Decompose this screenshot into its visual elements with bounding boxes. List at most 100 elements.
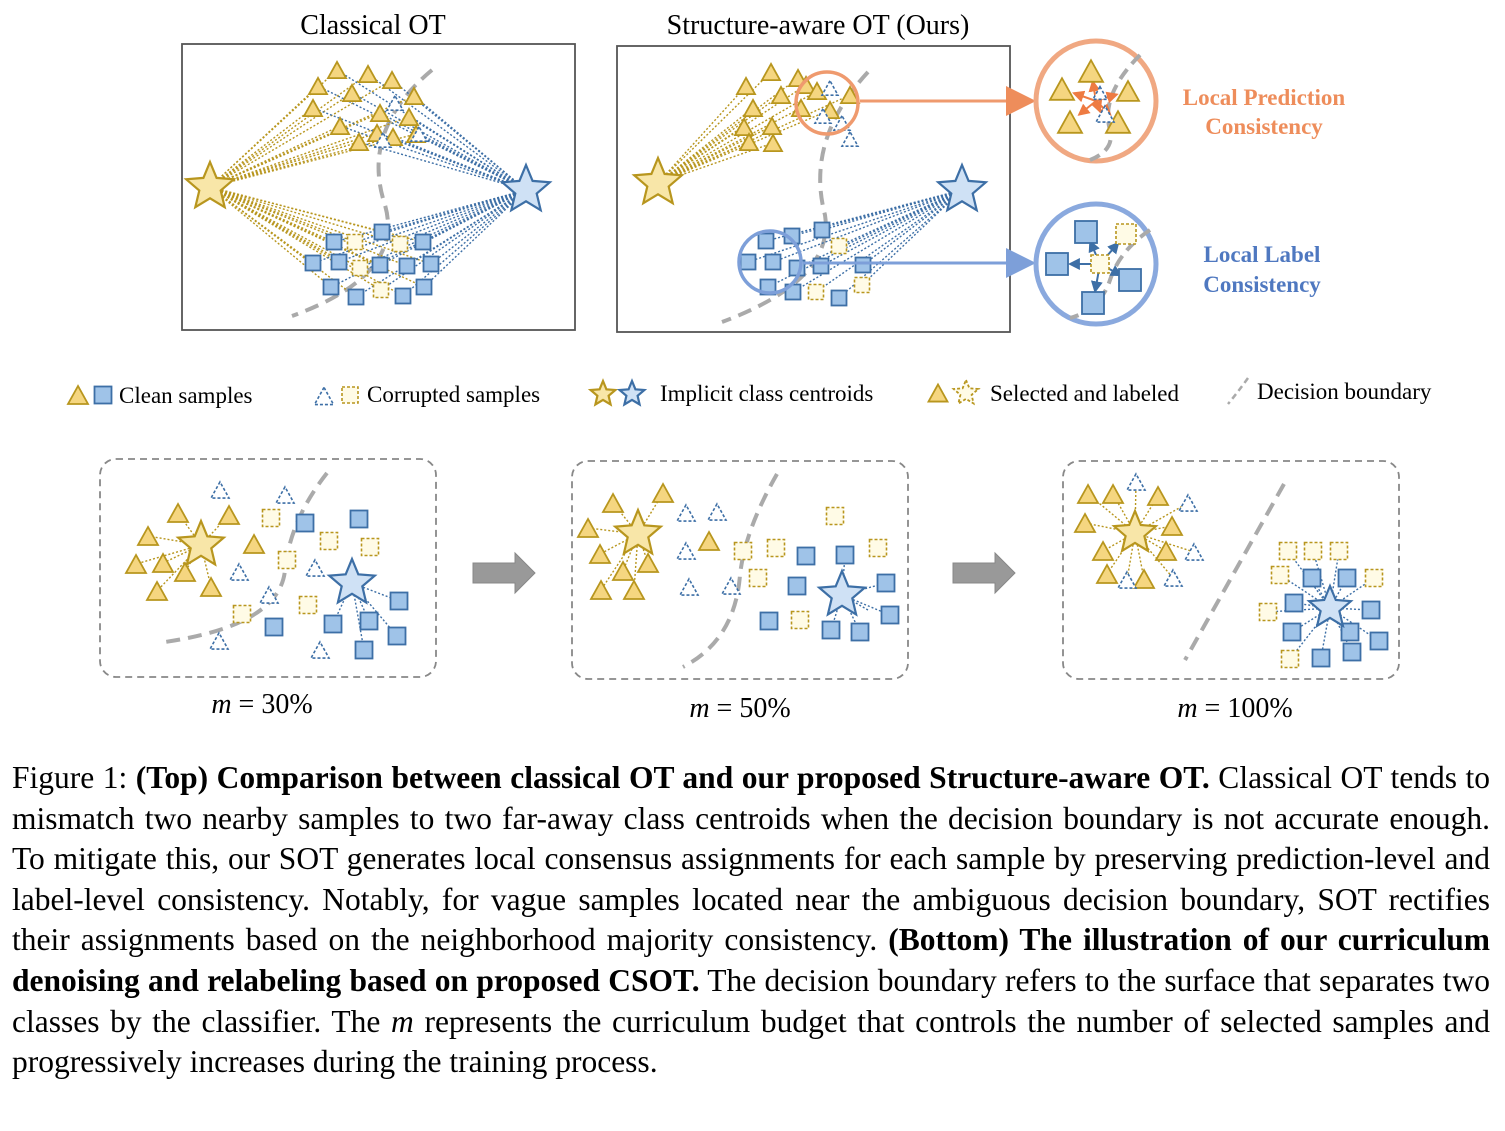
clean-square: [813, 221, 831, 239]
clean-square: [264, 617, 284, 637]
clean-triangle: [588, 543, 612, 564]
clean-square: [787, 576, 807, 596]
caption-prefix: Figure 1:: [12, 760, 136, 795]
figure-diagram: Classical OT Structure-aware OT (Ours) L…: [66, 10, 1432, 724]
consistency-arrow: [1090, 99, 1103, 114]
clean-triangle: [341, 83, 363, 102]
local-prediction-highlight-circle: [794, 70, 860, 136]
assignment-line-blue: [367, 73, 527, 191]
assignment-line-yellow: [200, 544, 212, 588]
clean-triangle: [622, 579, 646, 600]
stage-2-equals: =: [710, 693, 740, 724]
progress-arrow-2: [952, 551, 1016, 595]
assignment-line-yellow: [209, 79, 393, 188]
legend-decision-boundary-icon: [1227, 377, 1250, 405]
legend-selected-star-icon: [951, 377, 981, 406]
clean-square: [1369, 631, 1389, 651]
legend-clean-triangle-icon: [66, 384, 90, 405]
legend-corrupted-samples: Corrupted samples: [367, 382, 540, 407]
clean-square: [422, 255, 440, 273]
clean-square: [1118, 268, 1142, 292]
decision-boundary-stage-3: [1183, 483, 1286, 661]
assignment-line-yellow: [200, 514, 230, 546]
caption-text-3: represents the curriculum budget that co…: [12, 1003, 1490, 1080]
stage-label-1: m = 30%: [211, 689, 312, 720]
stage-panel-1: [99, 458, 437, 678]
corrupted-square: [868, 538, 888, 558]
assignment-line-blue: [402, 189, 527, 297]
clean-square: [1337, 568, 1357, 588]
clean-square: [1302, 568, 1322, 588]
clean-triangle: [357, 64, 379, 83]
legend-corrupted-triangle-icon: [313, 385, 335, 406]
clean-square: [295, 513, 315, 533]
clean-square: [1342, 642, 1362, 662]
clean-triangle: [1056, 109, 1084, 134]
clean-triangle: [145, 580, 169, 601]
stage-label-2: m = 50%: [689, 693, 790, 724]
corrupted-square: [766, 538, 786, 558]
panel-title-classical-ot: Classical OT: [300, 10, 445, 41]
corrupted-square: [277, 550, 297, 570]
clean-triangle: [199, 576, 223, 597]
corrupted-square: [232, 604, 252, 624]
corrupted-square: [830, 237, 848, 255]
local-label-zoom-marks: [1045, 220, 1152, 320]
clean-square: [389, 591, 409, 611]
corrupted-square: [1270, 565, 1290, 585]
corrupted-triangle: [385, 94, 405, 111]
corrupted-square: [825, 506, 845, 526]
corrupted-square: [1364, 568, 1384, 588]
clean-square: [387, 626, 407, 646]
assignment-line-yellow: [135, 544, 202, 565]
clean-square: [1045, 252, 1069, 276]
clean-square: [1340, 622, 1360, 642]
local-prediction-zoom-marks: [1048, 53, 1142, 162]
clean-square: [322, 278, 340, 296]
corrupted-triangle: [1116, 570, 1138, 589]
corrupted-triangle: [678, 577, 700, 596]
assignment-line-yellow: [657, 94, 851, 184]
assignment-line-blue: [841, 594, 861, 633]
clean-square: [850, 622, 870, 642]
corrupted-triangle: [1125, 472, 1147, 491]
assignment-line-yellow: [209, 186, 408, 267]
clean-triangle: [601, 492, 625, 513]
corrupted-triangle: [1094, 104, 1116, 123]
assignment-line-yellow: [209, 186, 335, 243]
clean-triangle: [136, 525, 160, 546]
corrupted-triangle: [309, 640, 331, 659]
corrupted-square: [360, 537, 380, 557]
corrupted-square: [733, 541, 753, 561]
clean-triangle: [697, 530, 721, 551]
corrupted-square: [1278, 541, 1298, 561]
assignment-line-blue: [772, 189, 963, 263]
clean-square: [398, 257, 416, 275]
stage-1-blue-centroid: [326, 556, 378, 605]
assignment-line-yellow: [209, 186, 401, 245]
clean-square: [1074, 220, 1098, 244]
clean-square: [854, 256, 872, 274]
stage-panel-2: [571, 460, 909, 680]
clean-triangle: [576, 517, 600, 538]
corrupted-square: [351, 259, 369, 277]
decision-boundary-stage-1: [164, 471, 329, 644]
corrupted-triangle: [820, 79, 840, 96]
assignment-line-blue: [379, 189, 527, 266]
assignment-line-yellow: [209, 186, 404, 297]
stage-2-value: 50%: [739, 693, 790, 724]
stage-3-equals: =: [1198, 693, 1228, 724]
clean-triangle: [382, 127, 404, 147]
assignment-line-blue: [358, 141, 527, 191]
assignment-line-blue: [399, 189, 527, 245]
clean-triangle: [1154, 540, 1178, 561]
assignment-line-yellow: [209, 85, 319, 188]
corrupted-triangle: [409, 125, 429, 142]
clean-triangle: [636, 552, 660, 573]
clean-square: [759, 611, 779, 631]
callout-local-prediction-line2: Consistency: [1205, 114, 1323, 139]
assignment-line-blue: [862, 189, 963, 266]
clean-square: [325, 233, 343, 251]
assignment-line-blue: [381, 189, 527, 233]
assignment-line-yellow: [209, 186, 432, 265]
